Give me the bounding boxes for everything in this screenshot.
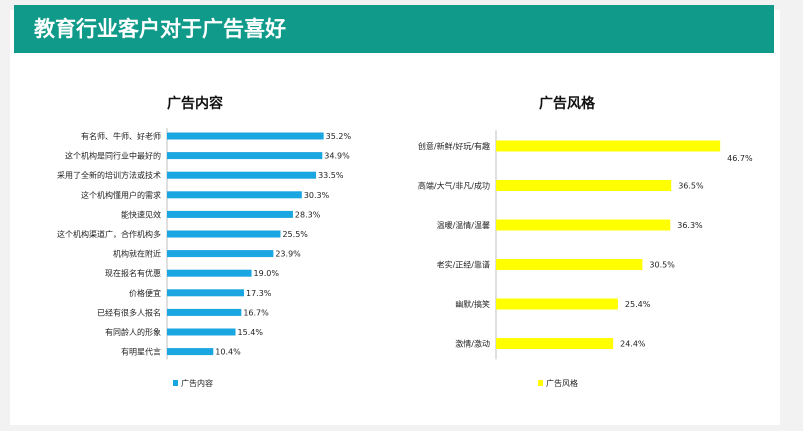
bar	[167, 308, 242, 316]
category-label: 这个机构是同行业中最好的	[65, 151, 161, 161]
value-label: 30.5%	[649, 261, 675, 270]
bar	[167, 152, 323, 160]
legend-swatch	[173, 380, 178, 386]
bar	[167, 132, 324, 140]
value-label: 17.3%	[246, 289, 272, 298]
legend-swatch	[538, 380, 543, 386]
bar	[496, 140, 721, 152]
category-label: 有同龄人的形象	[105, 327, 161, 337]
category-label: 高端/大气/非凡/成功	[418, 181, 490, 191]
category-label: 有明星代言	[121, 347, 161, 357]
category-label: 采用了全新的培训方法或技术	[57, 170, 161, 180]
category-label: 机构就在附近	[113, 249, 161, 259]
value-label: 28.3%	[295, 210, 321, 219]
category-label: 老实/正经/靠谱	[437, 260, 490, 270]
slide-background	[10, 10, 780, 425]
bar	[167, 191, 302, 199]
category-label: 这个机构懂用户的需求	[81, 190, 161, 200]
bar	[496, 219, 671, 231]
value-label: 34.9%	[324, 152, 350, 161]
value-label: 46.7%	[727, 154, 753, 163]
bar	[167, 210, 293, 218]
category-label: 有名师、牛师、好老师	[81, 131, 161, 141]
bar	[496, 298, 618, 310]
bar	[167, 171, 317, 179]
category-label: 已经有很多人报名	[97, 307, 161, 317]
bar	[167, 250, 274, 258]
legend-label: 广告内容	[181, 378, 213, 388]
value-label: 19.0%	[254, 269, 280, 278]
value-label: 33.5%	[318, 171, 344, 180]
value-label: 24.4%	[620, 340, 646, 349]
value-label: 30.3%	[304, 191, 330, 200]
bar	[167, 328, 236, 336]
value-label: 25.4%	[625, 300, 651, 309]
value-label: 15.4%	[238, 328, 264, 337]
category-label: 幽默/搞笑	[455, 299, 490, 309]
bar	[167, 269, 252, 277]
category-label: 温暖/温情/温馨	[437, 220, 490, 230]
value-label: 36.3%	[677, 221, 703, 230]
bar	[167, 289, 244, 297]
bar	[167, 230, 281, 238]
chart-title: 广告风格	[539, 95, 596, 112]
category-label: 创意/新鲜/好玩/有趣	[418, 141, 490, 151]
legend-label: 广告风格	[546, 378, 578, 388]
value-label: 25.5%	[282, 230, 308, 239]
bar	[496, 259, 643, 270]
category-label: 这个机构渠道广，合作机构多	[57, 229, 161, 239]
value-label: 16.7%	[243, 308, 269, 317]
value-label: 35.2%	[326, 132, 352, 141]
value-label: 10.4%	[215, 348, 241, 357]
chart-title: 广告内容	[167, 95, 223, 112]
bar	[496, 180, 672, 191]
category-label: 能快速见效	[121, 209, 161, 219]
page-title: 教育行业客户对于广告喜好	[14, 5, 774, 53]
category-label: 激情/激动	[455, 339, 490, 349]
value-label: 36.5%	[678, 182, 704, 191]
category-label: 现在报名有优惠	[105, 268, 161, 278]
value-label: 23.9%	[275, 250, 301, 259]
bar	[167, 348, 214, 356]
bar	[496, 338, 614, 349]
category-label: 价格便宜	[129, 288, 161, 298]
